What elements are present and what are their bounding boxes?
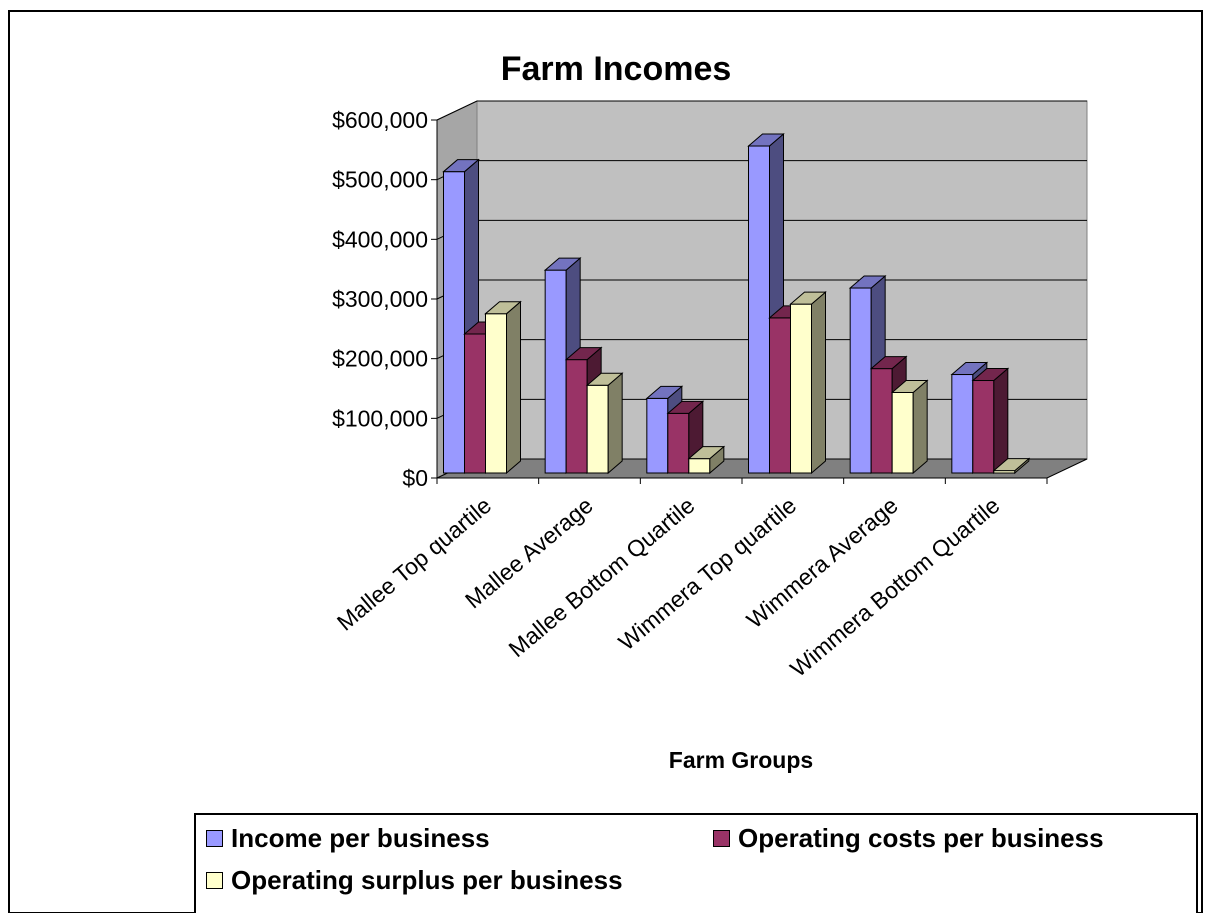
bar-top	[950, 362, 989, 376]
x-tick-label: Mallee Bottom Quartile	[504, 492, 700, 662]
bar-front	[667, 412, 690, 474]
chart-title: Farm Incomes	[501, 50, 732, 88]
bar-front	[870, 368, 893, 474]
bar-top	[789, 291, 827, 305]
chart-border	[8, 10, 1203, 913]
legend-item-operating-costs: Operating costs per business	[713, 823, 1104, 854]
legend-swatch-operating-costs	[713, 830, 730, 847]
bar-top	[747, 133, 785, 147]
legend-swatch-income	[206, 830, 223, 847]
bar-side	[993, 367, 1009, 475]
bar-front	[586, 384, 609, 474]
legend-item-income: Income per business	[206, 823, 490, 854]
bar-top	[848, 275, 887, 289]
bar-front	[849, 287, 872, 474]
legend-label-operating-costs: Operating costs per business	[738, 823, 1104, 853]
bar-top	[564, 347, 603, 361]
bar-side	[811, 291, 826, 475]
bar-top	[543, 257, 582, 271]
x-tick-label: Wimmera Top quartile	[613, 492, 801, 655]
y-tick-label: $600,000	[332, 107, 428, 133]
bar-top	[687, 446, 726, 460]
bar-top	[971, 368, 1010, 382]
bar-front	[891, 391, 914, 474]
bar-front	[748, 145, 770, 474]
legend-label-operating-surplus: Operating surplus per business	[231, 865, 623, 895]
bar-front	[565, 359, 588, 474]
bar-side	[607, 372, 623, 475]
bar-top	[890, 379, 929, 393]
bar-top	[484, 301, 522, 315]
bar-side	[912, 379, 928, 475]
x-tick-label: Wimmera Bottom Quartile	[785, 492, 1004, 682]
bar-top	[585, 372, 624, 386]
gridline	[436, 100, 1087, 121]
y-tick-label: $100,000	[332, 405, 428, 431]
legend-item-operating-surplus: Operating surplus per business	[206, 865, 623, 896]
legend: Income per business Operating costs per …	[194, 813, 1198, 913]
bar-front	[951, 374, 974, 474]
y-tick-label: $400,000	[332, 226, 428, 252]
legend-swatch-operating-surplus	[206, 872, 223, 889]
bar-top	[442, 159, 480, 173]
bar-front	[443, 171, 465, 474]
y-tick-label: $500,000	[332, 167, 428, 193]
legend-label-income: Income per business	[231, 823, 490, 853]
y-tick-label: $300,000	[332, 286, 428, 312]
bar-front	[972, 380, 995, 474]
bar-front	[464, 333, 486, 474]
bar-front	[688, 458, 711, 474]
y-tick-label: $0	[402, 465, 428, 491]
x-tick-label: Mallee Top quartile	[332, 492, 496, 636]
bar-top	[666, 400, 705, 414]
bar-side	[506, 300, 521, 475]
y-tick-label: $200,000	[332, 346, 428, 372]
bar-front	[769, 317, 791, 474]
chart-root: $0 $100,000 $200,000 $300,000 $400,000 $500,0…	[8, 10, 1203, 913]
bar-front	[544, 269, 567, 474]
bar-top	[869, 356, 908, 370]
bar-top	[645, 385, 684, 399]
bar-top	[992, 458, 1031, 472]
x-axis-title: Farm Groups	[669, 747, 813, 773]
bar-front	[646, 397, 669, 474]
bar-front	[485, 313, 507, 474]
bar-front	[790, 303, 812, 474]
